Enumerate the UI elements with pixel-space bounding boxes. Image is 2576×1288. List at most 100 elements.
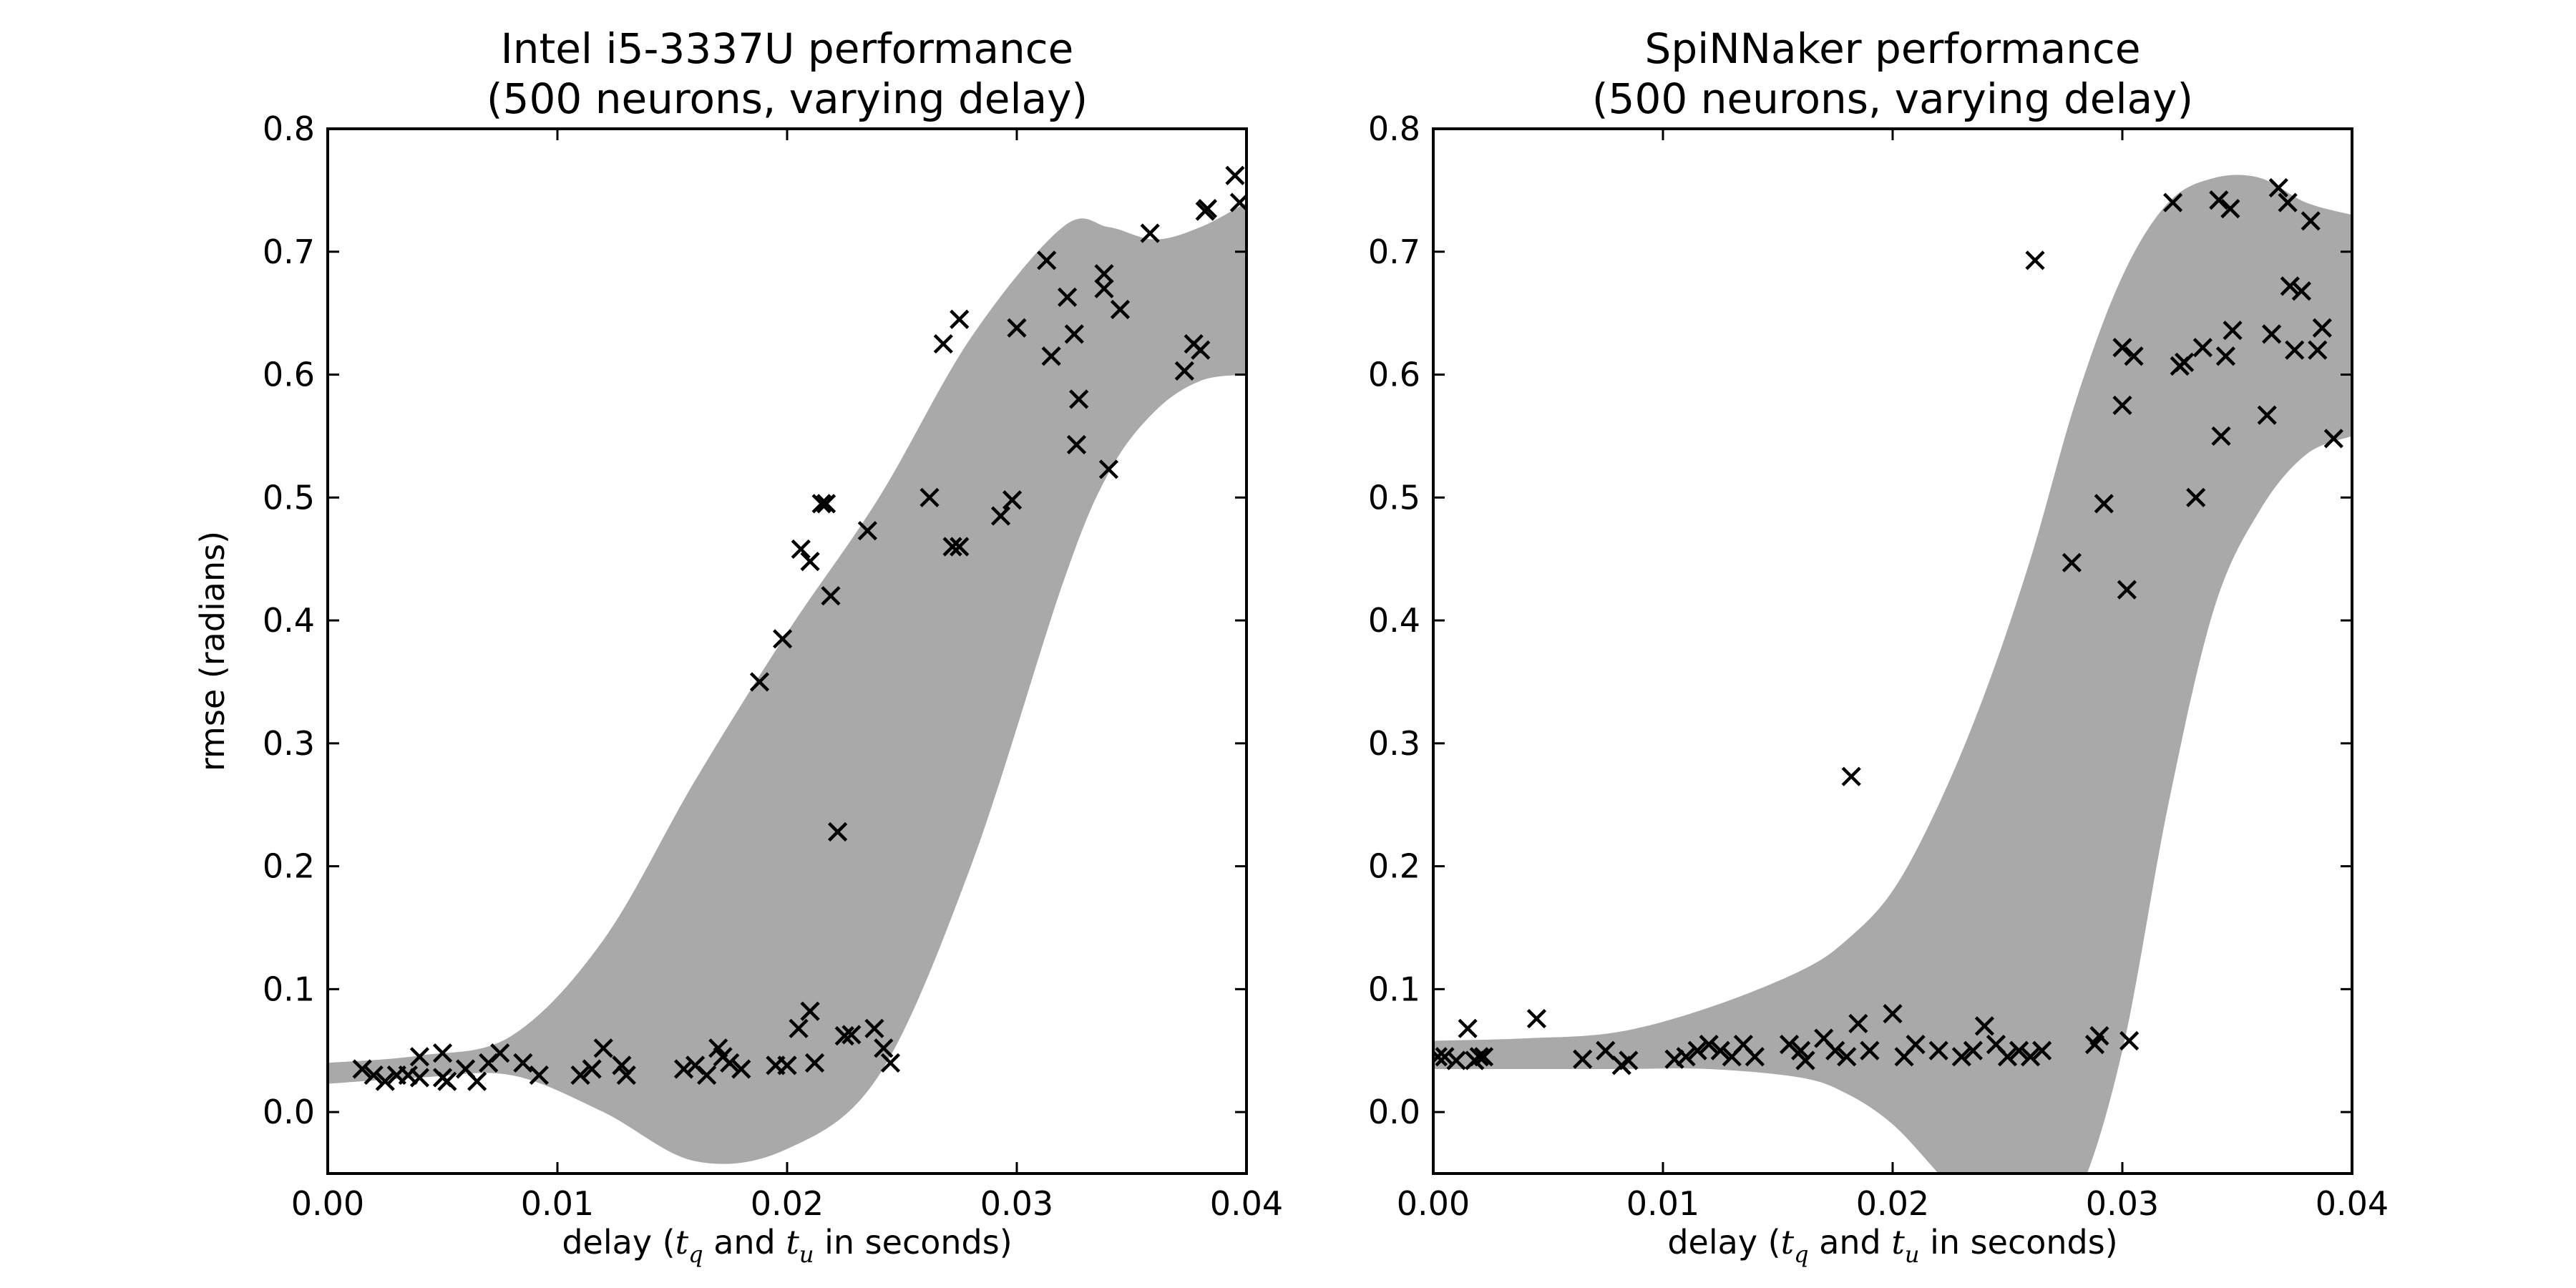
y-tick-label: 0.7 — [263, 233, 315, 271]
data-point — [2209, 190, 2229, 210]
data-point — [513, 1053, 533, 1073]
x-tick-label: 0.01 — [1626, 1184, 1699, 1223]
data-point — [2032, 1040, 2052, 1060]
y-tick-label: 0.6 — [263, 356, 315, 394]
data-point — [791, 539, 811, 560]
chart-subtitle: (500 neurons, varying delay) — [487, 74, 1088, 123]
data-point — [816, 494, 836, 514]
y-tick-label: 0.5 — [263, 478, 315, 517]
data-point — [1064, 324, 1084, 344]
data-point — [841, 1025, 862, 1045]
data-point — [490, 1043, 510, 1063]
data-point — [1435, 1047, 1455, 1067]
data-point — [2089, 1026, 2109, 1046]
x-tick-label: 0.02 — [1856, 1184, 1929, 1223]
data-point — [1110, 299, 1131, 320]
x-tick-label: 0.01 — [521, 1184, 594, 1223]
data-point — [1197, 199, 1218, 219]
data-point — [720, 1053, 740, 1073]
data-point — [2285, 340, 2305, 360]
y-tick-label: 0.4 — [1368, 601, 1420, 640]
x-axis-label: delay (tq and tu in seconds) — [562, 1223, 1012, 1268]
data-point — [2163, 192, 2183, 213]
data-point — [2301, 211, 2321, 231]
y-tick-label: 0.4 — [263, 601, 315, 640]
data-point — [432, 1043, 453, 1063]
y-tick-label: 0.3 — [1368, 724, 1420, 763]
x-tick-label: 0.03 — [2086, 1184, 2159, 1223]
data-point — [1825, 1040, 1845, 1060]
data-point — [1069, 389, 1089, 409]
data-point — [2215, 346, 2236, 366]
data-point — [375, 1071, 395, 1091]
data-point — [1469, 1047, 1489, 1067]
variance-band — [1433, 175, 2352, 1174]
data-point — [1526, 1008, 1547, 1029]
data-point — [1094, 278, 1114, 298]
x-tick-label: 0.00 — [291, 1184, 364, 1223]
data-point — [1433, 1047, 1448, 1067]
data-point — [950, 537, 970, 557]
data-point — [364, 1065, 384, 1085]
data-point — [933, 333, 953, 354]
data-point — [1997, 1047, 2018, 1067]
data-point — [1619, 1050, 1639, 1070]
data-point — [409, 1047, 429, 1067]
data-point — [777, 1055, 797, 1075]
y-tick-label: 0.0 — [1368, 1093, 1420, 1131]
data-point — [950, 309, 970, 329]
variance-band — [328, 203, 1246, 1164]
data-point — [821, 586, 841, 606]
data-point — [828, 821, 848, 842]
data-point — [2112, 395, 2132, 416]
data-point — [467, 1071, 487, 1091]
data-point — [1779, 1035, 1800, 1055]
data-point — [804, 1053, 825, 1073]
data-point — [2175, 352, 2195, 372]
data-point — [2220, 199, 2240, 219]
data-point — [1094, 264, 1114, 284]
data-point — [749, 672, 770, 692]
data-point — [1848, 1013, 1868, 1034]
data-point — [1710, 1040, 1730, 1060]
data-point — [874, 1038, 894, 1058]
data-point — [990, 506, 1011, 526]
data-point — [1687, 1040, 1707, 1060]
data-point — [2280, 276, 2300, 296]
data-point — [1458, 1018, 1478, 1038]
data-point — [1974, 1016, 1994, 1036]
data-point — [864, 1018, 884, 1038]
data-point — [2124, 346, 2144, 366]
data-point — [398, 1065, 418, 1085]
x-tick-label: 0.02 — [751, 1184, 824, 1223]
x-tick-label: 0.03 — [980, 1184, 1053, 1223]
data-point — [1795, 1050, 1815, 1070]
data-point — [2186, 487, 2206, 507]
data-point — [2257, 405, 2277, 425]
data-point — [529, 1065, 549, 1085]
data-point — [2119, 1030, 2140, 1051]
y-axis-label: rmse (radians) — [193, 531, 232, 771]
data-point — [834, 1026, 854, 1046]
y-tick-label: 0.5 — [1368, 478, 1420, 517]
data-point — [2117, 580, 2137, 600]
data-point — [2021, 1047, 2041, 1067]
data-point — [1745, 1047, 1765, 1067]
data-point — [731, 1059, 751, 1079]
data-point — [1191, 340, 1211, 360]
y-tick-label: 0.3 — [263, 724, 315, 763]
data-point — [409, 1068, 429, 1088]
data-point — [437, 1071, 457, 1091]
data-point — [673, 1059, 694, 1079]
data-point — [2094, 494, 2114, 514]
data-point — [2262, 324, 2282, 344]
data-point — [811, 494, 831, 514]
data-point — [2323, 429, 2343, 449]
data-point — [570, 1065, 590, 1085]
data-point — [1446, 1050, 1466, 1070]
data-point — [1676, 1047, 1696, 1067]
data-point — [2062, 552, 2082, 572]
data-point — [1140, 223, 1160, 243]
data-point — [1699, 1035, 1719, 1055]
data-point — [772, 629, 793, 649]
